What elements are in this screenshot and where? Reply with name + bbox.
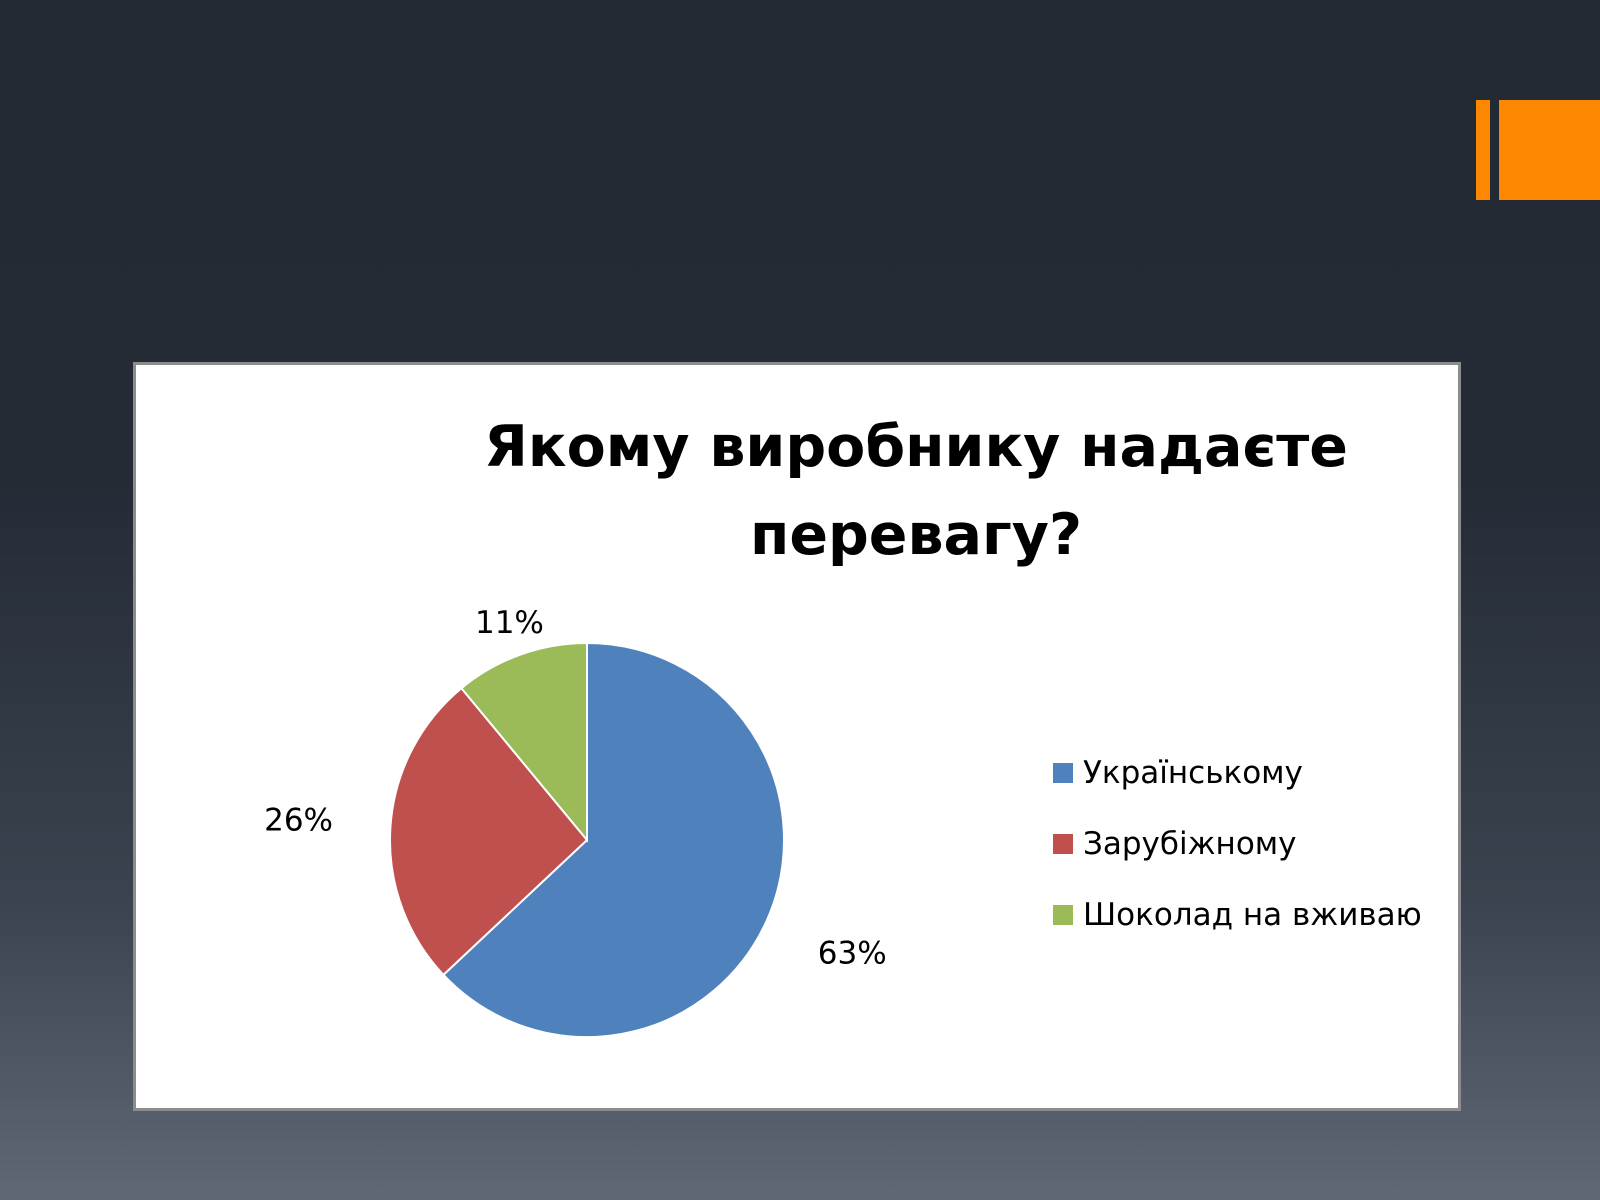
legend-swatch (1053, 762, 1073, 783)
legend-swatch (1053, 904, 1073, 925)
slice-data-label: 26% (264, 802, 333, 838)
accent-bar-thin (1476, 100, 1490, 200)
chart-frame: Якому виробнику надаєте перевагу? 63% 26%… (133, 362, 1461, 1111)
pie-chart: 63% 26% 11% (264, 605, 887, 1038)
accent-bar-block (1499, 100, 1600, 200)
chart-title-line-1: Якому виробнику надаєте (484, 414, 1348, 480)
pie-slice (389, 686, 589, 977)
legend-swatch (1053, 833, 1073, 854)
legend-label: Українському (1083, 754, 1303, 791)
legend-item: Українському (1053, 737, 1422, 808)
slice-data-label: 11% (475, 605, 544, 641)
chart-title: Якому виробнику надаєте перевагу? (386, 403, 1446, 579)
legend-item: Шоколад на вживаю (1053, 879, 1422, 950)
legend-label: Шоколад на вживаю (1083, 896, 1422, 933)
chart-legend: Українському Зарубіжному Шоколад на вжив… (1053, 737, 1422, 950)
slice-data-label: 63% (818, 935, 887, 971)
legend-item: Зарубіжному (1053, 808, 1422, 879)
legend-label: Зарубіжному (1083, 825, 1297, 862)
pie-slice (441, 641, 785, 1038)
chart-title-line-2: перевагу? (749, 502, 1083, 568)
pie-slice (460, 641, 588, 843)
